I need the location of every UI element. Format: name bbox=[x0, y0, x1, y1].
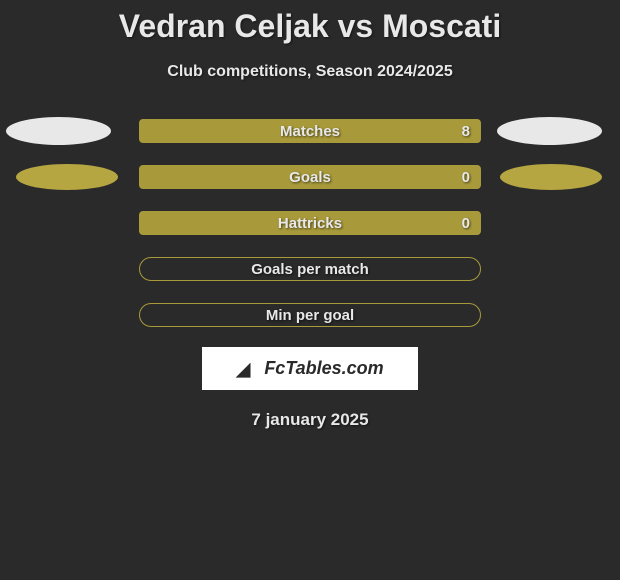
stat-bar: Goals per match bbox=[139, 257, 481, 281]
stats-container: Matches 8 Goals 0 Hattricks 0 Goals per … bbox=[0, 119, 620, 327]
stat-label: Goals bbox=[140, 169, 480, 186]
stat-value: 8 bbox=[462, 123, 470, 140]
stat-bar: Hattricks 0 bbox=[139, 211, 481, 235]
page-title: Vedran Celjak vs Moscati bbox=[0, 0, 620, 45]
stat-label: Min per goal bbox=[140, 307, 480, 324]
stat-value: 0 bbox=[462, 215, 470, 232]
stat-row-matches: Matches 8 bbox=[0, 119, 620, 143]
stat-row-goals-per-match: Goals per match bbox=[0, 257, 620, 281]
right-ellipse-icon bbox=[497, 117, 602, 145]
stat-bar: Goals 0 bbox=[139, 165, 481, 189]
stat-label: Matches bbox=[140, 123, 480, 140]
stat-row-min-per-goal: Min per goal bbox=[0, 303, 620, 327]
branding-logo[interactable]: FcTables.com bbox=[202, 347, 418, 390]
chart-icon bbox=[236, 360, 260, 378]
left-ellipse-icon bbox=[16, 164, 118, 190]
stat-label: Goals per match bbox=[140, 261, 480, 278]
stat-bar: Min per goal bbox=[139, 303, 481, 327]
stat-value: 0 bbox=[462, 169, 470, 186]
stat-row-goals: Goals 0 bbox=[0, 165, 620, 189]
stat-row-hattricks: Hattricks 0 bbox=[0, 211, 620, 235]
page-subtitle: Club competitions, Season 2024/2025 bbox=[0, 63, 620, 81]
left-ellipse-icon bbox=[6, 117, 111, 145]
right-ellipse-icon bbox=[500, 164, 602, 190]
footer-date: 7 january 2025 bbox=[0, 410, 620, 430]
stat-bar: Matches 8 bbox=[139, 119, 481, 143]
stat-label: Hattricks bbox=[140, 215, 480, 232]
logo-text: FcTables.com bbox=[264, 358, 383, 379]
